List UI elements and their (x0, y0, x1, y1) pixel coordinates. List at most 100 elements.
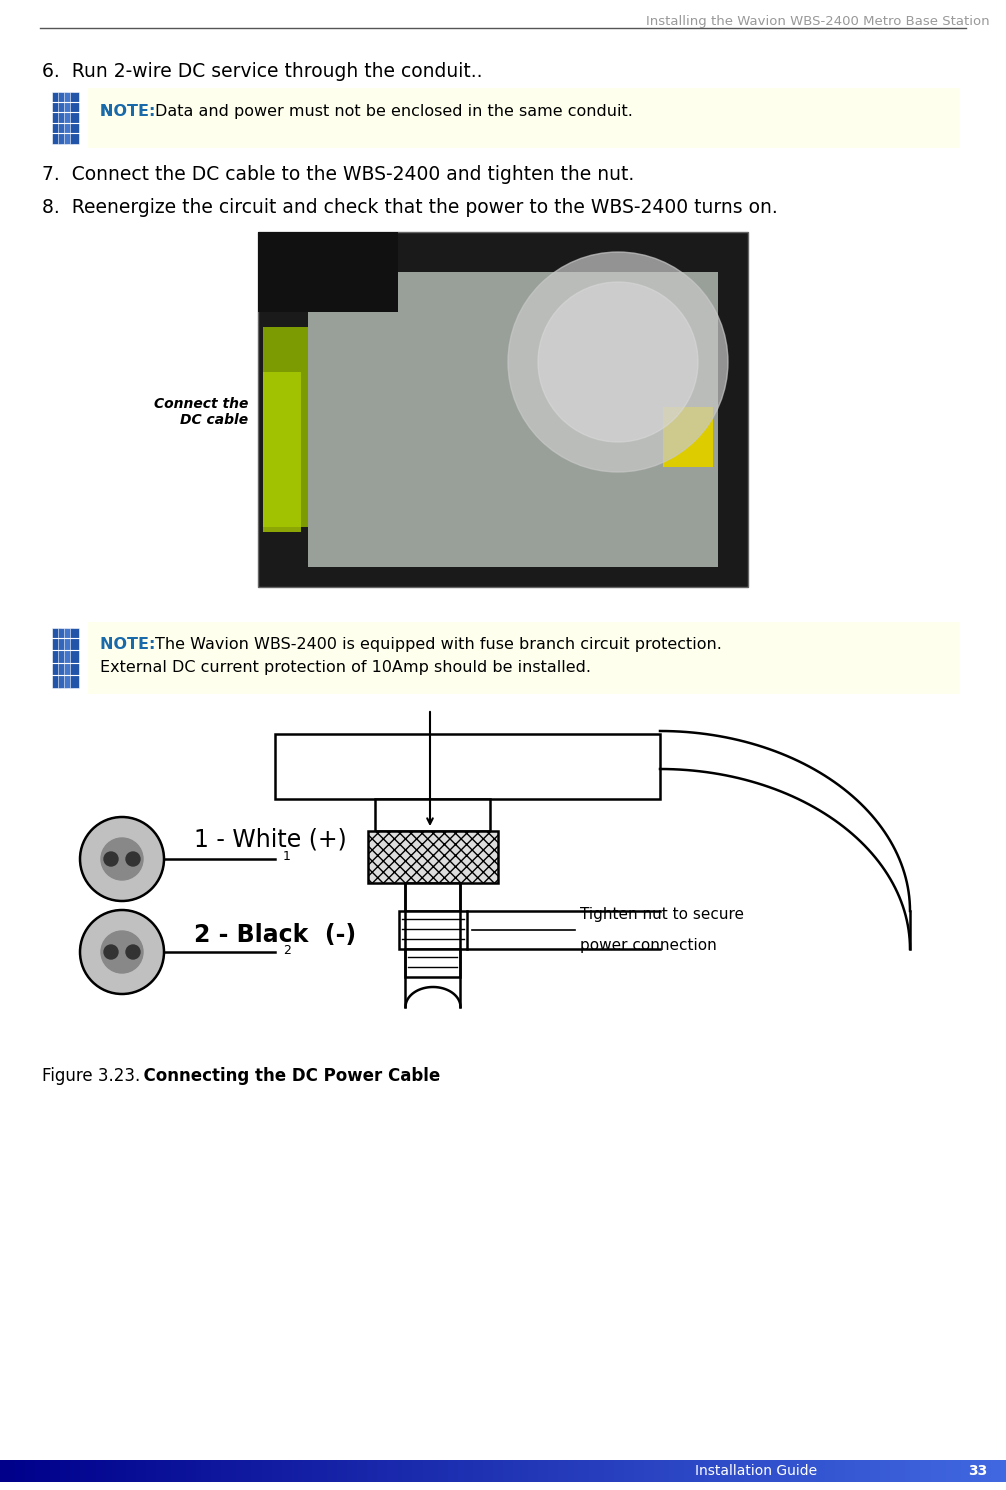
Bar (946, 1460, 952, 1483)
Bar (956, 1460, 962, 1483)
Bar (399, 910, 467, 949)
Bar (744, 1460, 750, 1483)
Bar (206, 1460, 212, 1483)
Bar (915, 1460, 921, 1483)
Bar (568, 1460, 574, 1483)
Text: 7.  Connect the DC cable to the WBS-2400 and tighten the nut.: 7. Connect the DC cable to the WBS-2400 … (42, 165, 634, 183)
Bar (357, 1460, 363, 1483)
Text: NOTE:: NOTE: (100, 104, 161, 119)
Bar (714, 1460, 720, 1483)
Bar (880, 1460, 886, 1483)
Text: Figure 3.23.: Figure 3.23. (42, 1067, 140, 1085)
Circle shape (101, 931, 143, 973)
Bar (327, 1460, 333, 1483)
Circle shape (508, 252, 728, 472)
Bar (221, 1460, 227, 1483)
Bar (870, 1460, 876, 1483)
Bar (246, 1460, 253, 1483)
Bar (428, 1460, 434, 1483)
Bar (231, 1460, 237, 1483)
Text: Installation Guide: Installation Guide (695, 1465, 817, 1478)
Bar (312, 1460, 318, 1483)
Bar (337, 1460, 343, 1483)
Bar (533, 1460, 539, 1483)
Bar (35, 1460, 41, 1483)
Bar (267, 1460, 273, 1483)
Text: 2 - Black  (-): 2 - Black (-) (194, 922, 356, 948)
Bar (91, 1460, 97, 1483)
Text: 1: 1 (283, 851, 291, 864)
Bar (302, 1460, 308, 1483)
Bar (760, 1460, 766, 1483)
Text: 8.  Reenergize the circuit and check that the power to the WBS-2400 turns on.: 8. Reenergize the circuit and check that… (42, 198, 778, 218)
Bar (236, 1460, 242, 1483)
Text: 1 - White (+): 1 - White (+) (194, 827, 347, 851)
Bar (263, 372, 301, 532)
Bar (619, 1460, 625, 1483)
Text: Connecting the DC Power Cable: Connecting the DC Power Cable (132, 1067, 441, 1085)
Bar (263, 326, 308, 527)
Bar (443, 1460, 449, 1483)
Bar (156, 1460, 162, 1483)
Bar (790, 1460, 796, 1483)
Bar (609, 1460, 615, 1483)
Bar (226, 1460, 232, 1483)
Bar (116, 1460, 122, 1483)
Bar (825, 1460, 831, 1483)
Bar (146, 1460, 152, 1483)
Bar (86, 1460, 92, 1483)
Bar (855, 1460, 861, 1483)
Bar (252, 1460, 258, 1483)
Bar (352, 1460, 358, 1483)
Bar (835, 1460, 841, 1483)
Text: External DC current protection of 10Amp should be installed.: External DC current protection of 10Amp … (100, 660, 591, 675)
Bar (780, 1460, 786, 1483)
Bar (996, 1460, 1002, 1483)
Bar (308, 273, 718, 568)
Bar (181, 1460, 187, 1483)
Bar (196, 1460, 202, 1483)
Bar (926, 1460, 932, 1483)
Bar (523, 1460, 529, 1483)
Bar (775, 1460, 781, 1483)
Bar (372, 1460, 378, 1483)
Bar (563, 1460, 569, 1483)
Bar (186, 1460, 192, 1483)
Bar (292, 1460, 298, 1483)
Bar (96, 1460, 102, 1483)
Bar (448, 1460, 454, 1483)
Bar (991, 1460, 997, 1483)
Bar (905, 1460, 911, 1483)
Bar (734, 1460, 740, 1483)
Bar (594, 1460, 600, 1483)
Bar (890, 1460, 896, 1483)
Bar (70, 92, 79, 145)
Bar (488, 1460, 494, 1483)
Bar (795, 1460, 801, 1483)
Bar (1001, 1460, 1006, 1483)
Text: 2: 2 (283, 943, 291, 957)
Bar (52, 92, 61, 145)
Bar (709, 1460, 715, 1483)
Bar (64, 627, 73, 688)
Bar (649, 1460, 655, 1483)
Bar (45, 1460, 51, 1483)
Bar (920, 1460, 927, 1483)
Bar (392, 1460, 398, 1483)
Bar (845, 1460, 851, 1483)
Bar (211, 1460, 217, 1483)
Bar (332, 1460, 338, 1483)
Bar (976, 1460, 982, 1483)
Bar (513, 1460, 519, 1483)
Bar (468, 1460, 474, 1483)
Bar (322, 1460, 328, 1483)
Bar (407, 1460, 413, 1483)
Text: 6.  Run 2-wire DC service through the conduit..: 6. Run 2-wire DC service through the con… (42, 63, 483, 80)
Bar (241, 1460, 247, 1483)
Bar (674, 1460, 680, 1483)
Bar (58, 627, 67, 688)
Bar (558, 1460, 564, 1483)
Bar (805, 1460, 811, 1483)
Bar (961, 1460, 967, 1483)
Bar (121, 1460, 127, 1483)
